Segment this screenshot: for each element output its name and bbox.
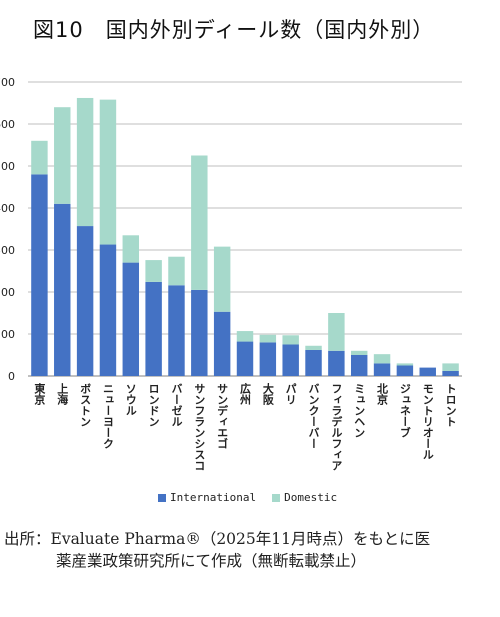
bar-international — [76, 226, 94, 376]
bar-international — [145, 281, 162, 376]
bar-international — [54, 203, 71, 376]
bar-international — [396, 365, 414, 376]
bar-international — [373, 363, 391, 376]
bar-domestic — [396, 363, 414, 366]
bar-international — [350, 355, 368, 376]
legend: International Domestic — [158, 491, 353, 504]
y-tick-label: 300 — [0, 244, 15, 257]
y-tick-label: 600 — [0, 118, 15, 131]
x-tick-label: パリ — [284, 383, 297, 405]
y-tick-label: 700 — [0, 76, 15, 89]
bar-domestic — [259, 334, 277, 343]
bar-domestic — [236, 331, 254, 342]
legend-swatch-international — [158, 493, 166, 502]
y-tick-label: 0 — [8, 370, 15, 383]
x-tick-label: ミュンヘン — [353, 383, 366, 438]
legend-item-domestic: Domestic — [272, 491, 337, 504]
y-tick-label: 400 — [0, 202, 15, 215]
bar-international — [168, 285, 185, 376]
bar-domestic — [54, 107, 71, 204]
bar-domestic — [76, 97, 94, 227]
bar-domestic — [305, 345, 322, 350]
y-tick-label: 200 — [0, 286, 15, 299]
bar-international — [213, 311, 231, 376]
bar-domestic — [350, 350, 368, 355]
x-tick-label: 広州 — [239, 382, 253, 406]
bar-international — [236, 341, 254, 376]
x-tick-label: 北京 — [376, 382, 389, 406]
x-tick-label: ロンドン — [147, 383, 160, 427]
bar-international — [419, 367, 436, 376]
chart-title: 図10 国内外別ディール数（国内外別） — [33, 18, 435, 42]
x-tick-label: ソウル — [124, 383, 137, 416]
x-tick-label: サンフランシスコ — [193, 383, 206, 471]
bar-domestic — [168, 256, 185, 286]
x-tick-label: 大阪 — [261, 382, 274, 406]
x-tick-label: フィラデルフィア — [330, 383, 343, 471]
bar-domestic — [31, 140, 48, 175]
x-tick-label: ニューヨーク — [101, 383, 114, 449]
bar-domestic — [145, 260, 162, 282]
x-tick-label: トロント — [444, 383, 457, 427]
bar-international — [305, 349, 322, 376]
x-tick-label: 東京 — [33, 382, 46, 406]
bar-international — [31, 174, 48, 376]
x-tick-label: 上海 — [56, 382, 69, 406]
source-note: 出所：Evaluate Pharma®（2025年11月時点）をもとに医 薬産業… — [4, 528, 494, 572]
y-tick-label: 500 — [0, 160, 15, 173]
bar-international — [99, 244, 117, 376]
bar-international — [442, 370, 459, 376]
x-tick-label: ジュネーブ — [398, 383, 411, 438]
x-tick-label: モントリオール — [421, 383, 434, 460]
legend-item-international: International — [158, 491, 256, 504]
bar-domestic — [373, 354, 391, 364]
bar-domestic — [442, 363, 459, 371]
bar-international — [282, 344, 299, 376]
bar-international — [328, 350, 345, 376]
bar-domestic — [99, 99, 117, 245]
bar-domestic — [191, 155, 208, 290]
bar-international — [122, 262, 140, 376]
x-tick-label: ボストン — [79, 383, 92, 427]
source-line-1: 出所：Evaluate Pharma®（2025年11月時点）をもとに医 — [4, 530, 431, 548]
bar-domestic — [122, 235, 140, 263]
bar-international — [191, 289, 208, 376]
bar-domestic — [213, 246, 231, 312]
legend-label-domestic: Domestic — [284, 491, 338, 504]
x-tick-label: サンディエゴ — [216, 383, 229, 449]
source-line-2: 薬産業政策研究所にて作成（無断転載禁止） — [56, 552, 367, 570]
stacked-bar-chart: 0 100 200 300 400 500 600 700 東京上海ボストンニューヨークソウルロ… — [0, 76, 462, 471]
x-tick-label: バーゼル — [170, 383, 183, 427]
x-tick-label: バンクーバー — [307, 383, 320, 449]
legend-label-international: International — [170, 491, 257, 504]
y-tick-label: 100 — [0, 328, 15, 341]
legend-swatch-domestic — [272, 493, 281, 502]
bar-domestic — [282, 335, 299, 345]
bar-international — [259, 342, 277, 376]
bar-domestic — [328, 313, 345, 351]
